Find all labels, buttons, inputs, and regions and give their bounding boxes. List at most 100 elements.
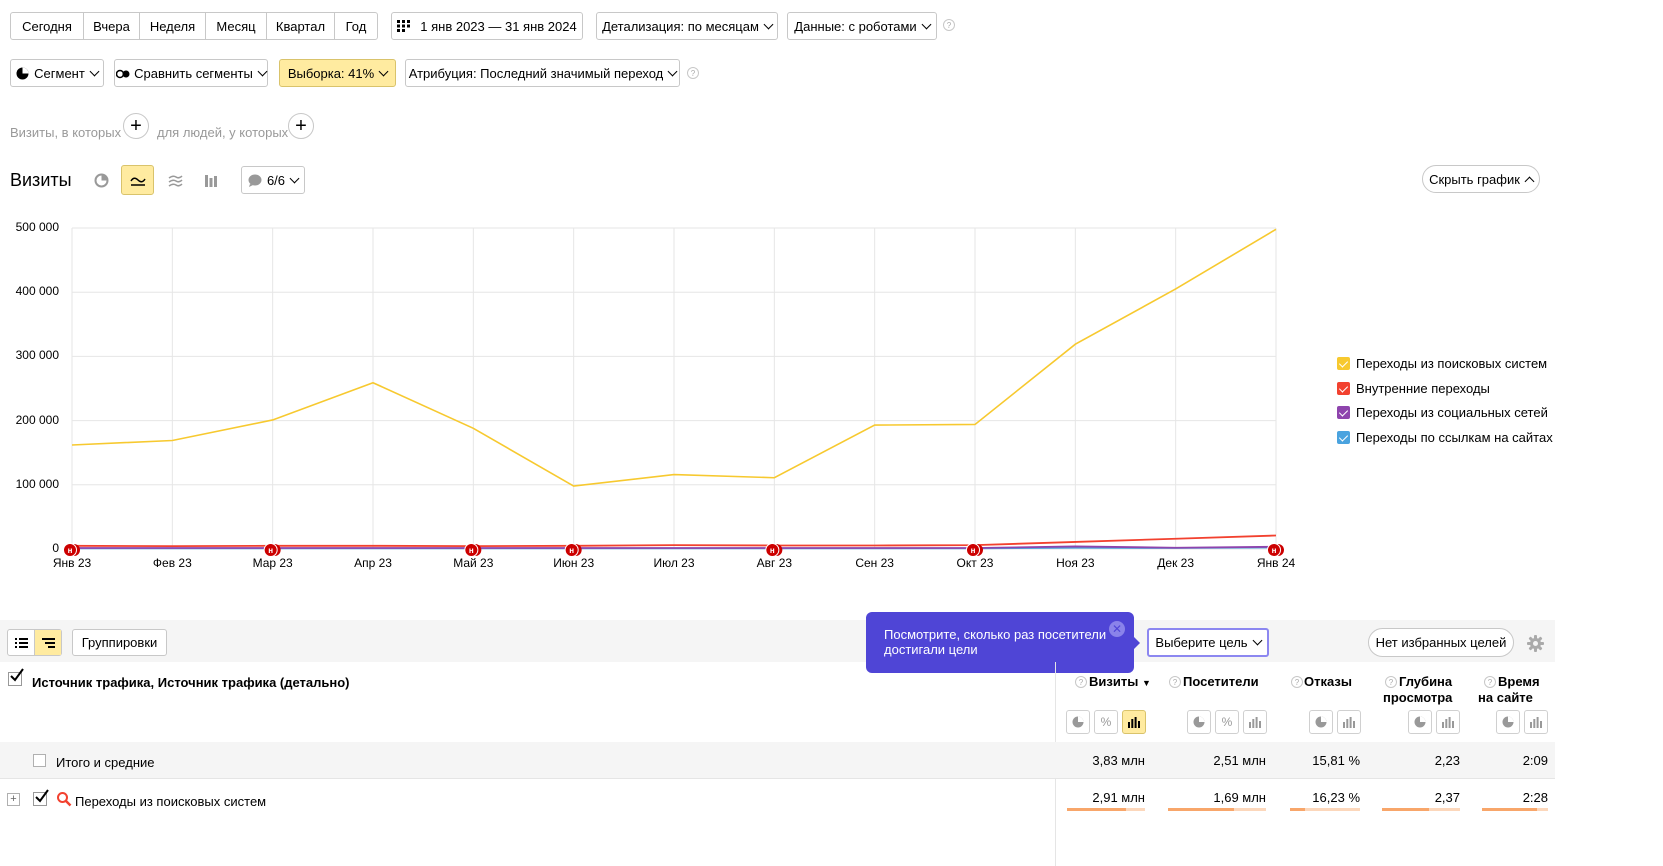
row-checkbox[interactable]	[33, 789, 49, 806]
bar-chart-icon[interactable]	[1436, 710, 1460, 734]
pie-icon[interactable]	[1408, 710, 1432, 734]
help-icon[interactable]: ?	[943, 19, 955, 31]
line-chart-mode-icon[interactable]	[121, 165, 154, 195]
period-week-button[interactable]: Неделя	[140, 13, 206, 39]
expand-row-button[interactable]: +	[7, 793, 20, 806]
legend-label: Переходы из поисковых систем	[1356, 356, 1548, 371]
x-tick-label: Мар 23	[252, 556, 293, 570]
bar-chart-icon[interactable]	[1337, 710, 1361, 734]
tooltip-text: Посмотрите, сколько раз посетители дости…	[884, 627, 1107, 657]
chevron-down-icon	[667, 66, 678, 76]
share-bar-time	[1482, 808, 1548, 811]
period-month-button[interactable]: Месяц	[206, 13, 267, 39]
share-bar-visits	[1067, 808, 1145, 811]
help-icon[interactable]: ?	[1385, 676, 1397, 688]
annotation-marker-label: н	[68, 546, 73, 555]
add-people-condition-button[interactable]: +	[288, 113, 314, 139]
area-chart-mode-icon[interactable]	[161, 166, 189, 194]
header-checkbox[interactable]	[8, 668, 24, 686]
list-view-icon[interactable]	[8, 630, 35, 655]
checkbox-checked-icon	[1337, 431, 1350, 444]
percent-icon[interactable]: %	[1094, 710, 1118, 734]
segment-dropdown[interactable]: Сегмент	[10, 59, 104, 87]
compare-segments-dropdown[interactable]: Сравнить сегменты	[114, 59, 268, 87]
people-filter-label: для людей, у которых	[157, 125, 289, 140]
date-range-label: 1 янв 2023 — 31 янв 2024	[420, 18, 577, 34]
help-icon[interactable]: ?	[687, 67, 699, 79]
column-header-time[interactable]: Время на сайте	[1478, 674, 1540, 705]
annotation-marker-label: н	[569, 546, 574, 555]
gear-icon[interactable]	[1526, 634, 1544, 652]
legend-item-internal[interactable]: Внутренние переходы	[1337, 381, 1490, 396]
pie-icon[interactable]	[1187, 710, 1211, 734]
pie-icon[interactable]	[1066, 710, 1090, 734]
share-bar-depth	[1382, 808, 1460, 811]
x-tick-label: Окт 23	[956, 556, 994, 570]
x-tick-label: Фев 23	[152, 556, 192, 570]
totals-time: 2:09	[1522, 753, 1548, 768]
bar-chart-icon[interactable]	[1122, 710, 1146, 734]
totals-checkbox[interactable]	[33, 754, 46, 767]
legend-item-search[interactable]: Переходы из поисковых систем	[1337, 356, 1547, 371]
annotation-marker	[966, 543, 980, 557]
annotations-dropdown[interactable]: 6/6	[241, 166, 305, 194]
pie-icon[interactable]	[1496, 710, 1520, 734]
sort-desc-icon: ▼	[1141, 678, 1151, 688]
close-icon[interactable]: ✕	[1109, 621, 1125, 637]
chevron-up-icon	[1524, 176, 1535, 186]
bar-chart-icon[interactable]	[1243, 710, 1267, 734]
period-today-button[interactable]: Сегодня	[11, 13, 84, 39]
x-tick-label: Май 23	[453, 556, 494, 570]
totals-bounces: 15,81 %	[1312, 753, 1360, 768]
annotation-marker-label: н	[1272, 546, 1277, 555]
column-chart-mode-icon[interactable]	[197, 166, 225, 194]
pie-chart-mode-icon[interactable]	[87, 166, 115, 194]
attribution-dropdown[interactable]: Атрибуция: Последний значимый переход	[405, 59, 680, 87]
help-icon[interactable]: ?	[1075, 676, 1087, 688]
detail-dropdown[interactable]: Детализация: по месяцам	[596, 12, 778, 40]
add-visit-condition-button[interactable]: +	[123, 113, 149, 139]
column-header-depth[interactable]: Глубина просмотра	[1383, 674, 1453, 705]
period-yesterday-button[interactable]: Вчера	[84, 13, 140, 39]
compare-icon	[116, 69, 130, 79]
period-quarter-button[interactable]: Квартал	[267, 13, 335, 39]
legend-label: Внутренние переходы	[1356, 381, 1490, 396]
pie-icon[interactable]	[1309, 710, 1333, 734]
bar-chart-icon[interactable]	[1524, 710, 1548, 734]
help-icon[interactable]: ?	[1291, 676, 1303, 688]
no-favorite-goals-button[interactable]: Нет избранных целей	[1368, 628, 1514, 657]
percent-icon[interactable]: %	[1215, 710, 1239, 734]
sample-dropdown[interactable]: Выборка: 41%	[279, 59, 396, 87]
column-header-visits[interactable]: Визиты ▼	[1089, 674, 1151, 689]
choose-goal-label: Выберите цель	[1155, 635, 1248, 650]
row-label[interactable]: Переходы из поисковых систем	[75, 794, 267, 809]
table-toolbar	[0, 620, 1555, 662]
legend-item-social[interactable]: Переходы из социальных сетей	[1337, 405, 1548, 420]
legend-item-links[interactable]: Переходы по ссылкам на сайтах	[1337, 430, 1553, 445]
y-tick-label: 400 000	[15, 284, 59, 299]
period-year-button[interactable]: Год	[345, 18, 367, 34]
data-mode-dropdown[interactable]: Данные: с роботами	[787, 12, 937, 40]
date-range-button[interactable]: 1 янв 2023 — 31 янв 2024	[391, 12, 583, 40]
help-icon[interactable]: ?	[1484, 676, 1496, 688]
tree-view-icon[interactable]	[35, 630, 61, 655]
totals-row	[0, 742, 1555, 779]
row-depth: 2,37	[1434, 790, 1460, 805]
x-tick-label: Авг 23	[756, 556, 793, 570]
period-selector: Сегодня Вчера Неделя Месяц Квартал Год	[10, 12, 378, 40]
compare-label: Сравнить сегменты	[134, 65, 253, 81]
goals-tooltip: Посмотрите, сколько раз посетители дости…	[866, 612, 1140, 673]
tooltip-arrow	[1134, 637, 1140, 649]
choose-goal-dropdown[interactable]: Выберите цель	[1147, 628, 1269, 657]
series-line-0	[71, 228, 1277, 487]
groupings-button[interactable]: Группировки	[72, 629, 167, 656]
column-header-bounces[interactable]: Отказы	[1304, 674, 1352, 689]
column-header-visitors[interactable]: Посетители	[1183, 674, 1259, 689]
row-bounces: 16,23 %	[1312, 790, 1360, 805]
x-tick-label: Апр 23	[354, 556, 392, 570]
dimension-header[interactable]: Источник трафика, Источник трафика (дета…	[32, 675, 350, 690]
row-visits: 2,91 млн	[1092, 790, 1145, 805]
hide-chart-button[interactable]: Скрыть график	[1422, 165, 1540, 193]
chevron-down-icon	[921, 19, 932, 29]
help-icon[interactable]: ?	[1169, 676, 1181, 688]
